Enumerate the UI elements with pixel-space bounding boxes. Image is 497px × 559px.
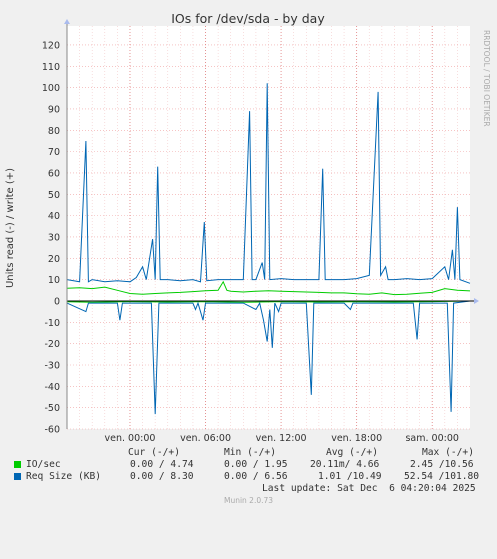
y-tick-label: 120: [42, 40, 60, 51]
legend-min-reqsize: 0.00 / 6.56: [224, 471, 288, 482]
series-line-iosec-negative: [66, 300, 471, 303]
legend-label-iosec: IO/sec: [26, 459, 61, 470]
y-axis-arrow: [64, 19, 70, 24]
grid: [67, 26, 470, 430]
legend-header: Cur (-/+) Min (-/+) Avg (-/+) Max (-/+): [12, 447, 492, 459]
legend-last-update-row: Last update: Sat Dec 6 04:20:04 2025: [12, 483, 492, 495]
munin-version: Munin 2.0.73: [223, 496, 274, 505]
y-ticks: -60 -50 -40 -30 -20 -10 0 10 20 30 40 50 60 70 80 90 100…: [42, 40, 60, 435]
rrdtool-credit: RRDTOOL / TOBI OETIKER: [482, 30, 491, 127]
y-tick-label: 100: [42, 83, 60, 94]
chart-title: IOs for /dev/sda - by day: [171, 11, 325, 26]
series-line-reqsize-negative: [66, 300, 471, 415]
y-tick-label: 10: [48, 275, 60, 286]
x-tick-label: ven. 00:00: [105, 433, 156, 444]
y-tick-label: 50: [48, 190, 60, 201]
y-tick-label: 80: [48, 126, 60, 137]
last-update: Last update: Sat Dec 6 04:20:04 2025: [262, 483, 476, 494]
y-tick-label: 0: [54, 296, 60, 307]
x-tick-label: ven. 18:00: [331, 433, 382, 444]
legend-swatch-reqsize: [14, 473, 21, 480]
series-group: [66, 83, 471, 415]
y-axis-label: Units read (-) / write (+): [5, 168, 16, 288]
x-tick-label: ven. 12:00: [256, 433, 307, 444]
y-tick-label: -40: [44, 382, 60, 393]
legend-max-reqsize: 52.54 /101.80: [404, 471, 480, 482]
legend-header-max: Max (-/+): [422, 447, 474, 458]
y-tick-label: 20: [48, 254, 60, 265]
x-axis-arrow: [474, 297, 479, 304]
legend-swatch-iosec: [14, 461, 21, 468]
x-tick-label: sam. 00:00: [405, 433, 458, 444]
legend-header-avg: Avg (-/+): [326, 447, 378, 458]
legend-header-cur: Cur (-/+): [128, 447, 180, 458]
y-tick-label: -60: [44, 425, 60, 436]
legend-avg-iosec: 20.11m/ 4.66: [310, 459, 380, 470]
y-tick-label: 40: [48, 211, 60, 222]
legend-avg-reqsize: 1.01 /10.49: [318, 471, 382, 482]
y-tick-label: -50: [44, 403, 60, 414]
y-tick-label: 70: [48, 147, 60, 158]
legend-label-reqsize: Req Size (KB): [26, 471, 102, 482]
x-tick-label: ven. 06:00: [180, 433, 231, 444]
y-tick-label: -10: [44, 318, 60, 329]
legend: Cur (-/+) Min (-/+) Avg (-/+) Max (-/+) …: [12, 447, 492, 495]
legend-min-iosec: 0.00 / 1.95: [224, 459, 288, 470]
legend-row-reqsize: Req Size (KB) 0.00 / 8.30 0.00 / 6.56 1.…: [12, 471, 492, 483]
y-tick-label: 110: [42, 62, 60, 73]
x-ticks: ven. 00:00 ven. 06:00 ven. 12:00 ven. 18:00…: [105, 433, 459, 444]
legend-header-min: Min (-/+): [224, 447, 276, 458]
legend-row-iosec: IO/sec 0.00 / 4.74 0.00 / 1.95 20.11m/ 4…: [12, 459, 492, 471]
y-tick-label: -30: [44, 360, 60, 371]
series-line-reqsize-positive: [66, 83, 471, 284]
y-tick-label: 60: [48, 168, 60, 179]
y-tick-label: -20: [44, 339, 60, 350]
y-tick-label: 90: [48, 104, 60, 115]
legend-max-iosec: 2.45 /10.56: [410, 459, 474, 470]
y-tick-label: 30: [48, 232, 60, 243]
series-line-iosec-positive: [66, 280, 471, 296]
legend-cur-iosec: 0.00 / 4.74: [130, 459, 194, 470]
chart: IOs for /dev/sda - by day Units read (-)…: [5, 11, 491, 444]
legend-cur-reqsize: 0.00 / 8.30: [130, 471, 194, 482]
